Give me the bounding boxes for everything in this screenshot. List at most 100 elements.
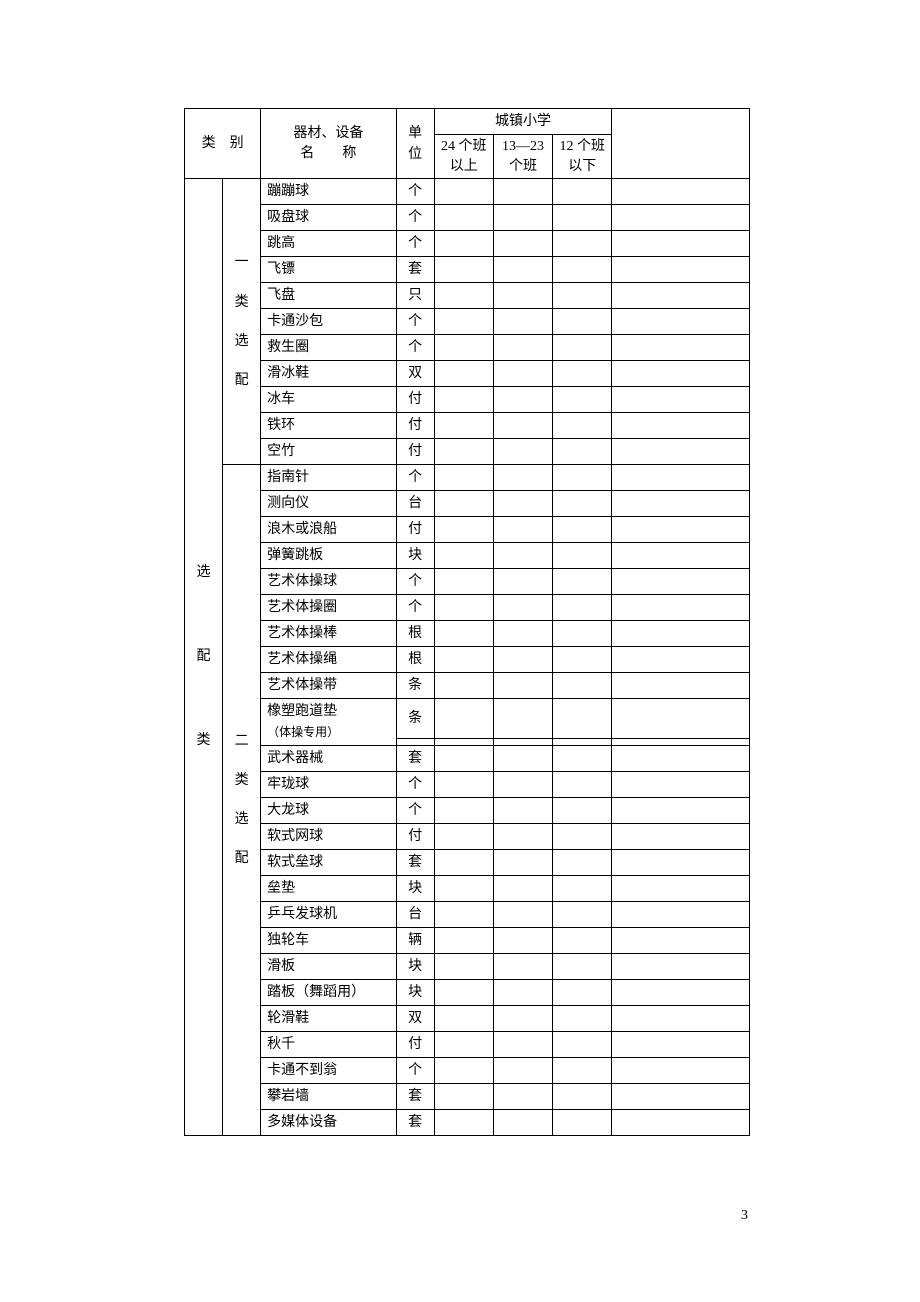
qty-24-cell (434, 1006, 493, 1032)
remark-cell (612, 517, 750, 543)
subcategory-1-cell: 一类选配 (223, 179, 261, 465)
table-row: 独轮车辆 (185, 928, 750, 954)
header-col-24: 24 个班 以上 (434, 135, 493, 179)
qty-24-cell (434, 980, 493, 1006)
table-row: 软式垒球套 (185, 850, 750, 876)
qty-24-cell (434, 309, 493, 335)
unit-cell: 套 (396, 746, 434, 772)
qty-24-cell (434, 1110, 493, 1136)
qty-13-23-cell (493, 902, 552, 928)
unit-cell: 付 (396, 439, 434, 465)
qty-12-cell (553, 387, 612, 413)
qty-13-23-cell (493, 283, 552, 309)
qty-12-cell (553, 980, 612, 1006)
table-row: 踏板（舞蹈用）块 (185, 980, 750, 1006)
qty-12-cell (553, 954, 612, 980)
table-row: 艺术体操棒根 (185, 621, 750, 647)
table-row: 浪木或浪船付 (185, 517, 750, 543)
table-row: 秋千付 (185, 1032, 750, 1058)
page-content: 类 别 器材、设备 名 称 单位 城镇小学 24 个班 以上 13—23 个班 … (0, 0, 920, 1136)
qty-13-23-cell (493, 1110, 552, 1136)
qty-24-cell (434, 361, 493, 387)
qty-24-cell (434, 928, 493, 954)
qty-24-cell (434, 876, 493, 902)
qty-13-23-cell (493, 876, 552, 902)
qty-12-cell (553, 673, 612, 699)
remark-cell (612, 205, 750, 231)
header-category: 类 别 (185, 109, 261, 179)
remark-cell (612, 928, 750, 954)
qty-12-cell (553, 850, 612, 876)
unit-cell: 台 (396, 491, 434, 517)
header-unit: 单位 (396, 109, 434, 179)
table-row: 冰车付 (185, 387, 750, 413)
remark-cell (612, 738, 750, 746)
table-body: 选配类一类选配蹦蹦球个吸盘球个跳高个飞镖套飞盘只卡通沙包个救生圈个滑冰鞋双冰车付… (185, 179, 750, 1136)
qty-24-cell (434, 595, 493, 621)
qty-12-cell (553, 1032, 612, 1058)
remark-cell (612, 569, 750, 595)
qty-24-cell (434, 257, 493, 283)
equipment-name-cell: 冰车 (261, 387, 396, 413)
qty-24-cell (434, 179, 493, 205)
remark-cell (612, 772, 750, 798)
remark-cell (612, 309, 750, 335)
qty-12-cell (553, 569, 612, 595)
equipment-name-cell: 跳高 (261, 231, 396, 257)
qty-13-23-cell (493, 954, 552, 980)
header-name-line2: 名 称 (265, 144, 391, 164)
remark-cell (612, 746, 750, 772)
table-row: 飞镖套 (185, 257, 750, 283)
equipment-name-cell: 软式网球 (261, 824, 396, 850)
remark-cell (612, 621, 750, 647)
qty-12-cell (553, 413, 612, 439)
header-empty (612, 109, 750, 179)
table-row: 艺术体操绳根 (185, 647, 750, 673)
qty-13-23-cell (493, 361, 552, 387)
equipment-name-cell: 吸盘球 (261, 205, 396, 231)
unit-cell: 套 (396, 1084, 434, 1110)
qty-12-cell (553, 746, 612, 772)
qty-13-23-cell (493, 231, 552, 257)
qty-12-cell (553, 283, 612, 309)
table-row: 轮滑鞋双 (185, 1006, 750, 1032)
unit-cell: 个 (396, 179, 434, 205)
qty-24-cell (434, 621, 493, 647)
unit-cell: 个 (396, 595, 434, 621)
equipment-name-cell: 滑板 (261, 954, 396, 980)
qty-13-23-cell (493, 1058, 552, 1084)
qty-24-cell (434, 439, 493, 465)
table-row: 乒乓发球机台 (185, 902, 750, 928)
qty-12-cell (553, 361, 612, 387)
equipment-name-cell: 踏板（舞蹈用） (261, 980, 396, 1006)
qty-24-cell (434, 517, 493, 543)
qty-24-cell (434, 569, 493, 595)
table-row: 救生圈个 (185, 335, 750, 361)
table-row: 卡通沙包个 (185, 309, 750, 335)
remark-cell (612, 1006, 750, 1032)
unit-cell: 个 (396, 231, 434, 257)
equipment-name-cell: 乒乓发球机 (261, 902, 396, 928)
table-row: 软式网球付 (185, 824, 750, 850)
page-number: 3 (741, 1208, 748, 1224)
qty-12-cell (553, 309, 612, 335)
remark-cell (612, 283, 750, 309)
equipment-name-cell: 艺术体操圈 (261, 595, 396, 621)
equipment-name-cell: 滑冰鞋 (261, 361, 396, 387)
table-row: 二类选配指南针个 (185, 465, 750, 491)
qty-24-cell (434, 231, 493, 257)
qty-24-cell (434, 1032, 493, 1058)
remark-cell (612, 387, 750, 413)
table-row: 测向仪台 (185, 491, 750, 517)
remark-cell (612, 491, 750, 517)
qty-13-23-cell (493, 205, 552, 231)
table-row: 艺术体操圈个 (185, 595, 750, 621)
equipment-name-cell: 攀岩墙 (261, 1084, 396, 1110)
qty-24-cell (434, 738, 493, 746)
qty-13-23-cell (493, 1084, 552, 1110)
qty-12-cell (553, 1110, 612, 1136)
qty-24-cell (434, 335, 493, 361)
remark-cell (612, 595, 750, 621)
table-row: 橡塑跑道垫（体操专用）条 (185, 699, 750, 738)
qty-13-23-cell (493, 413, 552, 439)
